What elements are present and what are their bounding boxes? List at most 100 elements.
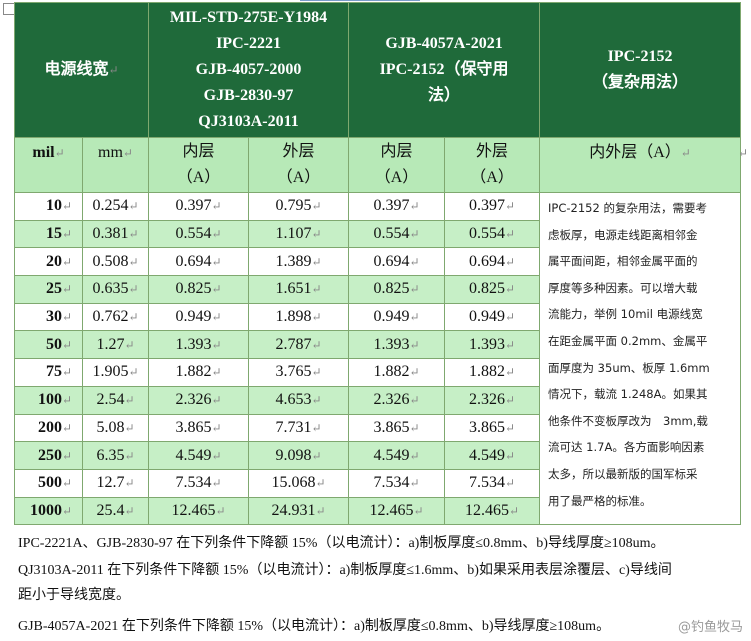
cell-inner-2: 0.825↵ xyxy=(348,275,446,304)
note-line: 在距金属平面 0.2mm、金属平 xyxy=(548,333,708,348)
cell-mm: 0.254↵ xyxy=(81,192,150,221)
cell-inner-1: 7.534↵ xyxy=(148,468,250,498)
cell-inner-2: 3.865↵ xyxy=(348,413,446,443)
footnote-line-4: GJB-4057A-2021 在下列条件下降额 15%（以电流计）：a)制板厚度… xyxy=(18,619,611,634)
footnote-line-3: 距小于导线宽度。 xyxy=(18,588,130,603)
subheader-row: mil↵ mm↵ 内层 （A） 外层 （A） 内层 （A） 外层 （A） 内外层（A）↵ xyxy=(14,137,742,193)
cell-inner-2: 7.534↵ xyxy=(348,468,446,498)
cell-inner-2: 12.465↵ xyxy=(348,496,446,526)
cell-outer-2: 7.534↵ xyxy=(444,468,541,498)
cell-mil: 500↵ xyxy=(14,468,83,498)
table-row: 500↵ 12.7↵ 7.534↵ 15.068↵ 7.534↵ 7.534↵ xyxy=(14,468,741,498)
cell-outer-2: 4.549↵ xyxy=(444,441,541,470)
cell-outer-1: 4.653↵ xyxy=(248,385,350,415)
cell-outer-2: 1.393↵ xyxy=(444,330,541,360)
note-line: 情况下，载流 1.248A。如果其 xyxy=(548,387,708,402)
cell-inner-2: 0.397↵ xyxy=(348,192,446,221)
top-link-underline xyxy=(300,0,420,1)
cell-mil: 20↵ xyxy=(14,247,83,277)
cell-mm: 25.4↵ xyxy=(81,496,150,526)
cell-mil: 15↵ xyxy=(14,219,83,249)
cell-inner-1: 0.694↵ xyxy=(148,247,250,277)
cell-mil: 250↵ xyxy=(14,441,83,470)
cell-mil: 50↵ xyxy=(14,330,83,360)
cell-mm: 0.508↵ xyxy=(81,247,150,277)
row-end-mark: ↵ xyxy=(737,146,748,160)
table-row: 10↵ 0.254↵ 0.397↵ 0.795↵ 0.397↵ 0.397↵ IPC-215… xyxy=(14,191,742,526)
subheader-mil: mil↵ xyxy=(14,137,83,193)
table-row: 30↵ 0.762↵ 0.949↵ 1.898↵ 0.949↵ 0.949↵ xyxy=(14,302,741,332)
cell-mil: 200↵ xyxy=(14,413,83,443)
table-row: 20↵ 0.508↵ 0.694↵ 1.389↵ 0.694↵ 0.694↵ xyxy=(14,247,741,277)
cell-mm: 0.635↵ xyxy=(81,275,150,304)
footnote-line-1: IPC-2221A、GJB-2830-97 在下列条件下降额 15%（以电流计）… xyxy=(18,536,665,551)
cell-inner-1: 2.326↵ xyxy=(148,385,250,415)
note-line: 厚度等多种因素。可以增大载 xyxy=(548,280,698,295)
cell-inner-1: 12.465↵ xyxy=(148,496,250,526)
cell-outer-1: 9.098↵ xyxy=(248,441,350,470)
cell-outer-2: 3.865↵ xyxy=(444,413,541,443)
note-line: IPC-2152 的复杂用法，需要考 xyxy=(548,201,707,215)
cell-outer-1: 1.651↵ xyxy=(248,275,350,304)
subheader-outer-1: 外层 （A） xyxy=(248,137,350,193)
cell-inner-1: 3.865↵ xyxy=(148,413,250,443)
subheader-mm: mm↵ xyxy=(81,137,150,193)
cell-outer-2: 0.397↵ xyxy=(444,192,541,221)
table-row: 1000↵ 25.4↵ 12.465↵ 24.931↵ 12.465↵ 12.465↵ xyxy=(14,496,741,526)
cell-inner-1: 1.393↵ xyxy=(148,330,250,360)
table-row: 200↵ 5.08↵ 3.865↵ 7.731↵ 3.865↵ 3.865↵ xyxy=(14,413,741,443)
header-mil-std-group: MIL-STD-275E-Y1984 IPC-2221 GJB-4057-200… xyxy=(148,2,350,138)
cell-inner-2: 0.949↵ xyxy=(348,302,446,332)
table-row: 50↵ 1.27↵ 1.393↵ 2.787↵ 1.393↵ 1.393↵ xyxy=(14,330,741,360)
cell-inner-1: 0.949↵ xyxy=(148,302,250,332)
header-gjb-group: GJB-4057A-2021 IPC-2152（保守用 法） xyxy=(348,2,541,138)
cell-mm: 0.381↵ xyxy=(81,219,150,249)
cell-mil: 1000↵ xyxy=(14,496,83,526)
cell-outer-2: 2.326↵ xyxy=(444,385,541,415)
subheader-inner-outer: 内外层（A）↵ xyxy=(539,137,742,193)
table-row: 250↵ 6.35↵ 4.549↵ 9.098↵ 4.549↵ 4.549↵ xyxy=(14,441,741,470)
note-line: 流能力，举例 10mil 电源线宽 xyxy=(548,307,703,322)
note-line: 太多，所以最新版的国军标采 xyxy=(548,466,698,481)
cell-inner-1: 0.554↵ xyxy=(148,219,250,249)
note-line: 他条件不变板厚改为 3mm,载 xyxy=(548,413,708,428)
header-row: 电源线宽↵ MIL-STD-275E-Y1984 IPC-2221 GJB-40… xyxy=(13,2,742,138)
cell-outer-2: 0.554↵ xyxy=(444,219,541,249)
cell-inner-2: 4.549↵ xyxy=(348,441,446,470)
cell-inner-1: 4.549↵ xyxy=(148,441,250,470)
table-row: 100↵ 2.54↵ 2.326↵ 4.653↵ 2.326↵ 2.326↵ xyxy=(14,385,741,415)
cell-mm: 5.08↵ xyxy=(81,413,150,443)
cell-outer-1: 1.898↵ xyxy=(248,302,350,332)
cell-outer-1: 0.795↵ xyxy=(248,192,350,221)
cell-outer-2: 1.882↵ xyxy=(444,358,541,387)
cell-outer-2: 0.949↵ xyxy=(444,302,541,332)
cell-outer-2: 0.694↵ xyxy=(444,247,541,277)
ipc-2152-complex-note: IPC-2152 的复杂用法，需要考 虑板厚，电源走线距离相邻金 属平面间距，相邻金… xyxy=(539,191,742,526)
cell-mm: 2.54↵ xyxy=(81,385,150,415)
note-line: 属平面间距，相邻金属平面的 xyxy=(548,254,698,269)
subheader-outer-2: 外层 （A） xyxy=(444,137,541,193)
cell-mm: 6.35↵ xyxy=(81,441,150,470)
header-ipc-complex: IPC-2152 （复杂用法） xyxy=(539,2,742,138)
note-line: 流可达 1.7A。各方面影响因素 xyxy=(548,440,705,455)
cell-inner-1: 0.397↵ xyxy=(148,192,250,221)
cell-mm: 1.905↵ xyxy=(81,358,150,387)
cell-mil: 25↵ xyxy=(14,275,83,304)
cell-outer-1: 1.389↵ xyxy=(248,247,350,277)
cell-outer-2: 12.465↵ xyxy=(444,496,541,526)
cell-mm: 1.27↵ xyxy=(81,330,150,360)
subheader-inner-2: 内层 （A） xyxy=(348,137,446,193)
cell-inner-1: 0.825↵ xyxy=(148,275,250,304)
note-line: 虑板厚，电源走线距离相邻金 xyxy=(548,227,698,242)
cell-outer-1: 1.107↵ xyxy=(248,219,350,249)
cell-mm: 12.7↵ xyxy=(81,468,150,498)
subheader-inner-1: 内层 （A） xyxy=(148,137,250,193)
header-line-width: 电源线宽↵ xyxy=(13,2,150,138)
cell-outer-2: 0.825↵ xyxy=(444,275,541,304)
cell-inner-2: 2.326↵ xyxy=(348,385,446,415)
cell-mil: 10↵ xyxy=(14,192,83,221)
cell-mm: 0.762↵ xyxy=(81,302,150,332)
cell-outer-1: 7.731↵ xyxy=(248,413,350,443)
watermark: @钓鱼牧马 xyxy=(677,620,743,635)
current-capacity-table: 电源线宽↵ MIL-STD-275E-Y1984 IPC-2221 GJB-40… xyxy=(13,2,742,526)
